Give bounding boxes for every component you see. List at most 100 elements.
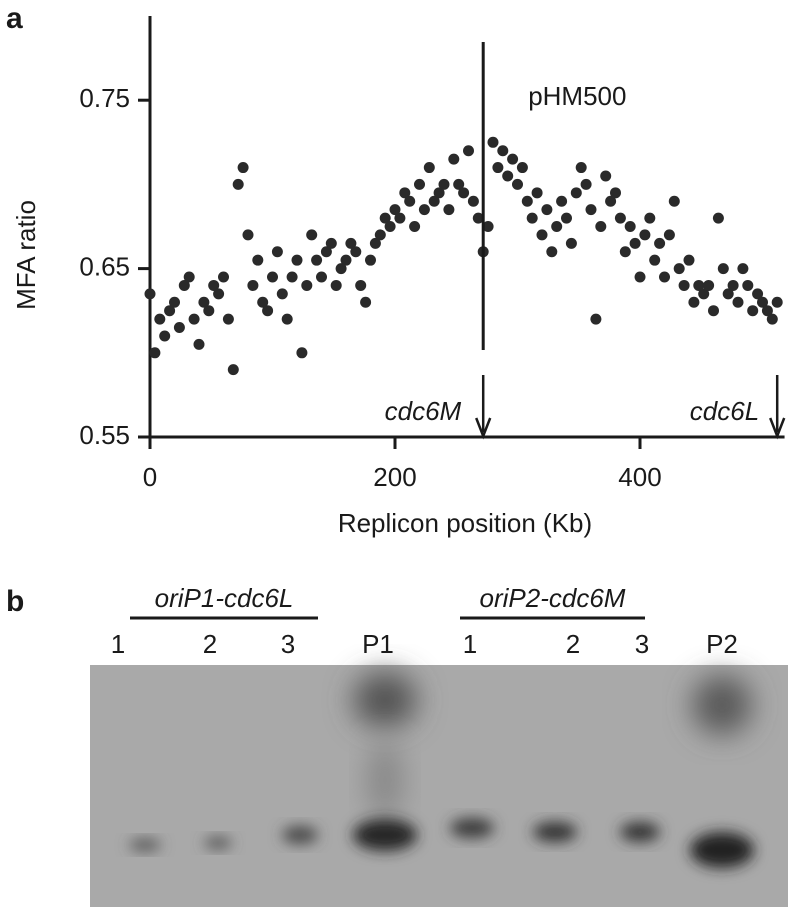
point [188,313,200,325]
point [428,195,440,207]
point [365,254,376,266]
group-label: oriP2-cdc6M [480,583,626,613]
point [374,229,386,241]
point [688,296,700,308]
lane-label: 3 [635,629,649,659]
point [747,305,759,317]
point [526,212,538,224]
point [433,187,445,199]
point [717,263,729,275]
point [678,279,690,291]
point [301,279,313,291]
point [585,204,597,216]
gel-smear [367,740,403,820]
point [399,187,411,199]
point [712,212,724,224]
y-axis-title: MFA ratio [11,200,41,310]
x-tick-label: 0 [143,462,157,492]
point [369,237,381,249]
gel-band [282,826,318,844]
point [394,212,406,224]
point [350,246,362,258]
point [458,187,470,199]
point [703,279,715,291]
point [404,195,416,207]
point [149,347,161,359]
point [262,305,274,317]
point [605,195,617,207]
point [193,338,205,350]
point [144,288,156,300]
point [173,322,185,334]
point [614,212,626,224]
panel-label: a [6,2,23,35]
point [531,187,543,199]
point [409,221,421,232]
lane-label: 1 [111,629,125,659]
point [536,229,548,241]
point [443,204,455,216]
gel-band [450,818,494,838]
point [247,279,259,291]
point [521,195,533,207]
point [183,271,195,283]
point [766,313,778,325]
gel-band [353,819,417,851]
point [668,195,680,207]
point [296,347,308,359]
lane-label: 1 [463,629,477,659]
arrow-head [475,417,492,440]
point [306,229,318,241]
gel-band [620,822,660,842]
point [595,221,607,232]
x-tick-label: 200 [373,462,416,492]
point [340,254,352,266]
point [276,288,288,300]
annotation: cdc6L [690,396,759,426]
point [624,221,636,232]
point [541,204,553,216]
gel-band [204,837,232,849]
point [208,279,220,291]
point [722,288,734,300]
y-tick-label: 0.75 [79,83,130,113]
point [159,330,171,342]
lane-label: 2 [203,629,217,659]
point [222,313,234,325]
point [693,279,705,291]
point [237,162,249,174]
y-tick-label: 0.65 [79,251,130,281]
point [438,178,450,190]
point [600,170,612,182]
point [737,263,749,275]
point [345,237,357,249]
gel-band [353,672,417,728]
lane-label: 2 [566,629,580,659]
point [178,279,190,291]
point [463,145,474,157]
lane-label: 3 [281,629,295,659]
lane-label: P2 [706,629,738,659]
point [286,271,298,283]
point [418,204,430,216]
point [203,305,215,317]
arrow-head [769,417,786,440]
gel-band [129,839,161,851]
point [752,288,764,300]
point [761,305,773,317]
point [590,313,602,325]
point [232,178,244,190]
point [169,296,180,308]
point [257,296,269,308]
point [487,136,499,148]
plot: 0.55 0.65 0.75 0 200 400 pHM500 cdc6M cdc6L [79,16,786,492]
point [570,187,582,199]
point [644,212,656,224]
point [218,271,229,283]
point [634,271,646,283]
point [467,195,479,207]
point [497,145,509,157]
point [453,178,465,190]
